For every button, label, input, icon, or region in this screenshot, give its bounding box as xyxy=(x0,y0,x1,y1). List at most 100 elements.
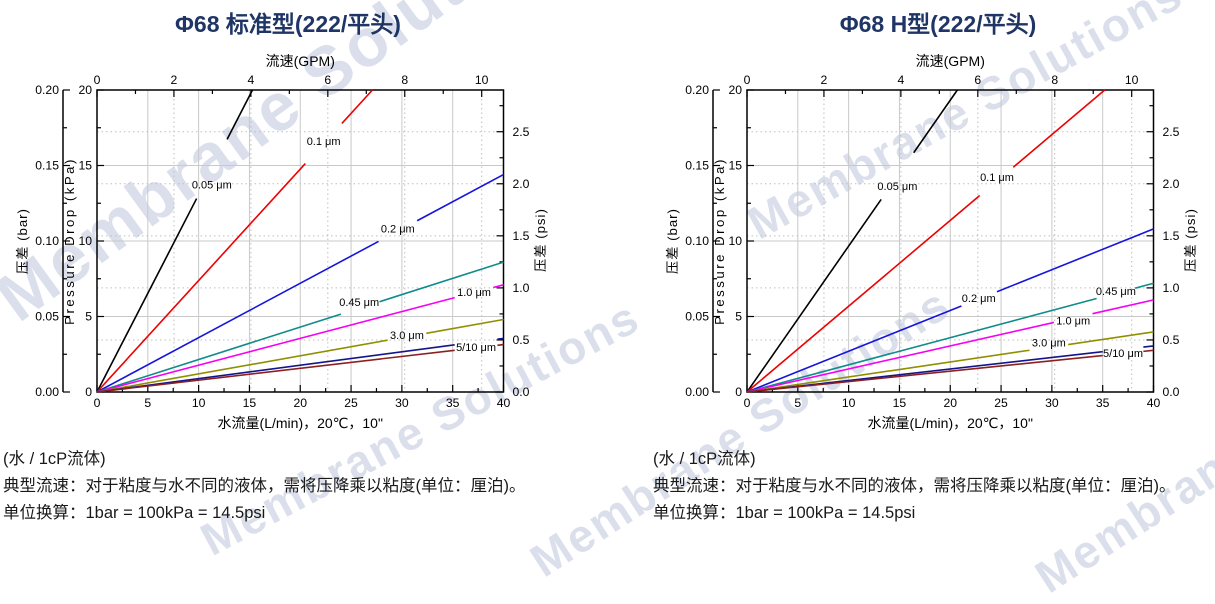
y-kpa-tick-label: 0 xyxy=(735,385,742,399)
x-top-tick-label: 10 xyxy=(1125,73,1139,87)
series-3.0μm: 3.0 μm xyxy=(746,331,1154,393)
series-label-0.05μm: 0.05 μm xyxy=(877,181,917,193)
x-bottom-tick-label: 10 xyxy=(842,396,856,410)
y-bar-axis-title: 压差 (bar) xyxy=(15,208,30,274)
y-bar-tick-label: 0.15 xyxy=(685,159,709,173)
x-bottom-tick-label: 40 xyxy=(1147,396,1161,410)
y-kpa-tick-label: 20 xyxy=(728,83,742,97)
x-bottom-tick-label: 25 xyxy=(994,396,1008,410)
footnote-block-right: (水 / 1cP流体) 典型流速：对于粘度与水不同的液体，需将压降乘以粘度(单位… xyxy=(653,446,1215,527)
y-kpa-axis-title: Pressure Drop (kPa) xyxy=(62,157,77,325)
axis-ticks xyxy=(712,89,1155,393)
x-top-axis-title: 流速(GPM) xyxy=(266,53,335,69)
x-bottom-tick-label: 30 xyxy=(395,396,409,410)
x-bottom-axis-title: 水流量(L/min)，20℃，10" xyxy=(218,415,383,431)
y-kpa-tick-label: 15 xyxy=(728,159,742,173)
series-label-0.2μm: 0.2 μm xyxy=(381,224,415,236)
series-10μm: 5/10 μm xyxy=(746,348,1154,393)
y-psi-tick-label: 0.0 xyxy=(513,385,530,399)
footnote-line: 单位换算：1bar = 100kPa = 14.5psi xyxy=(3,504,266,522)
x-top-tick-label: 4 xyxy=(897,73,904,87)
x-top-axis-title: 流速(GPM) xyxy=(916,53,985,69)
series-label-0.1μm: 0.1 μm xyxy=(980,172,1014,184)
y-bar-tick-label: 0.20 xyxy=(35,83,59,97)
series-0.1μm: 0.1 μm xyxy=(96,89,373,393)
y-psi-tick-label: 0.5 xyxy=(513,333,530,347)
y-kpa-axis-title: Pressure Drop (kPa) xyxy=(712,157,727,325)
y-psi-tick-label: 2.0 xyxy=(1163,177,1180,191)
footnote-line: (水 / 1cP流体) xyxy=(3,450,106,468)
pressure-drop-chart-h-type: 0 5 10 15 20 25 30 35 40 0 2 4 6 8 10 0 5 10 15 20 0.00 0.05 0… xyxy=(665,53,1198,431)
series-label-1.0μm: 1.0 μm xyxy=(457,287,491,299)
x-bottom-tick-label: 0 xyxy=(744,396,751,410)
y-psi-tick-label: 1.0 xyxy=(513,281,530,295)
x-top-tick-label: 10 xyxy=(475,73,489,87)
y-psi-tick-label: 1.5 xyxy=(1163,229,1180,243)
series-label-10μm: 5/10 μm xyxy=(1103,348,1143,360)
x-bottom-tick-label: 5 xyxy=(794,396,801,410)
y-kpa-tick-label: 10 xyxy=(78,234,92,248)
x-top-tick-label: 4 xyxy=(247,73,254,87)
series-label-0.05μm: 0.05 μm xyxy=(192,180,232,192)
y-bar-tick-label: 0.10 xyxy=(35,234,59,248)
footnote-line: (水 / 1cP流体) xyxy=(653,450,756,468)
series-0.45μm: 0.45 μm xyxy=(746,282,1154,393)
x-bottom-tick-label: 10 xyxy=(192,396,206,410)
x-top-tick-label: 6 xyxy=(324,73,331,87)
series-3.0μm: 3.0 μm xyxy=(96,318,504,393)
left-chart-title: Φ68 标准型(222/平头) xyxy=(175,11,401,37)
series-0.2μm: 0.2 μm xyxy=(96,173,504,393)
y-bar-tick-label: 0.20 xyxy=(685,83,709,97)
x-bottom-tick-label: 15 xyxy=(893,396,907,410)
x-top-tick-label: 6 xyxy=(974,73,981,87)
series-label-1.0μm: 1.0 μm xyxy=(1056,316,1090,328)
y-kpa-tick-label: 15 xyxy=(78,159,92,173)
x-top-tick-label: 8 xyxy=(401,73,408,87)
y-bar-tick-label: 0.00 xyxy=(35,385,59,399)
y-kpa-tick-label: 10 xyxy=(728,234,742,248)
footnote-block-left: (水 / 1cP流体) 典型流速：对于粘度与水不同的液体，需将压降乘以粘度(单位… xyxy=(3,446,608,527)
footnote-line: 典型流速：对于粘度与水不同的液体，需将压降乘以粘度(单位：厘泊)。 xyxy=(3,477,526,495)
y-kpa-tick-label: 0 xyxy=(85,385,92,399)
series-label-0.2μm: 0.2 μm xyxy=(962,293,996,305)
y-bar-tick-label: 0.00 xyxy=(685,385,709,399)
series-label-0.45μm: 0.45 μm xyxy=(1096,286,1136,298)
x-bottom-tick-label: 0 xyxy=(94,396,101,410)
series-label-10μm: 5/10 μm xyxy=(456,342,496,354)
x-bottom-tick-label: 25 xyxy=(344,396,358,410)
y-psi-tick-label: 2.5 xyxy=(513,125,530,139)
series-10μm: 5/10 μm xyxy=(96,342,504,393)
y-psi-tick-label: 1.0 xyxy=(1163,281,1180,295)
y-bar-tick-label: 0.10 xyxy=(685,234,709,248)
tick-labels: 0 5 10 15 20 25 30 35 40 0 2 4 6 8 10 0 5 10 15 20 0.00 0.05 0… xyxy=(685,73,1179,410)
x-bottom-tick-label: 35 xyxy=(1096,396,1110,410)
y-bar-tick-label: 0.15 xyxy=(35,159,59,173)
series-label-0.1μm: 0.1 μm xyxy=(307,136,341,148)
y-kpa-tick-label: 5 xyxy=(735,310,742,324)
y-psi-tick-label: 2.5 xyxy=(1163,125,1180,139)
y-bar-axis-title: 压差 (bar) xyxy=(665,208,680,274)
series-1.0μm: 1.0 μm xyxy=(746,299,1154,393)
series-0.05μm: 0.05 μm xyxy=(746,89,959,393)
x-top-tick-label: 2 xyxy=(821,73,828,87)
x-bottom-tick-label: 30 xyxy=(1045,396,1059,410)
footnote-line: 典型流速：对于粘度与水不同的液体，需将压降乘以粘度(单位：厘泊)。 xyxy=(653,477,1176,495)
series-label-3.0μm: 3.0 μm xyxy=(390,330,424,342)
y-psi-tick-label: 2.0 xyxy=(513,177,530,191)
y-psi-tick-label: 1.5 xyxy=(513,229,530,243)
right-chart-title: Φ68 H型(222/平头) xyxy=(839,11,1037,37)
gridlines xyxy=(747,90,1154,392)
x-top-tick-label: 2 xyxy=(171,73,178,87)
series-0.2μm: 0.2 μm xyxy=(746,228,1154,393)
x-top-tick-label: 8 xyxy=(1051,73,1058,87)
x-bottom-tick-label: 35 xyxy=(446,396,460,410)
series-0.1μm: 0.1 μm xyxy=(746,89,1106,393)
x-top-tick-label: 0 xyxy=(744,73,751,87)
series-0.45μm: 0.45 μm xyxy=(96,261,504,393)
series-0.05μm: 0.05 μm xyxy=(96,89,254,393)
axis-titles: 流速(GPM) 水流量(L/min)，20℃，10" Pressure Drop (… xyxy=(665,53,1198,431)
y-kpa-tick-label: 5 xyxy=(85,310,92,324)
series-label-3.0μm: 3.0 μm xyxy=(1032,338,1066,350)
y-psi-axis-title: 压差 (psi) xyxy=(533,208,548,272)
